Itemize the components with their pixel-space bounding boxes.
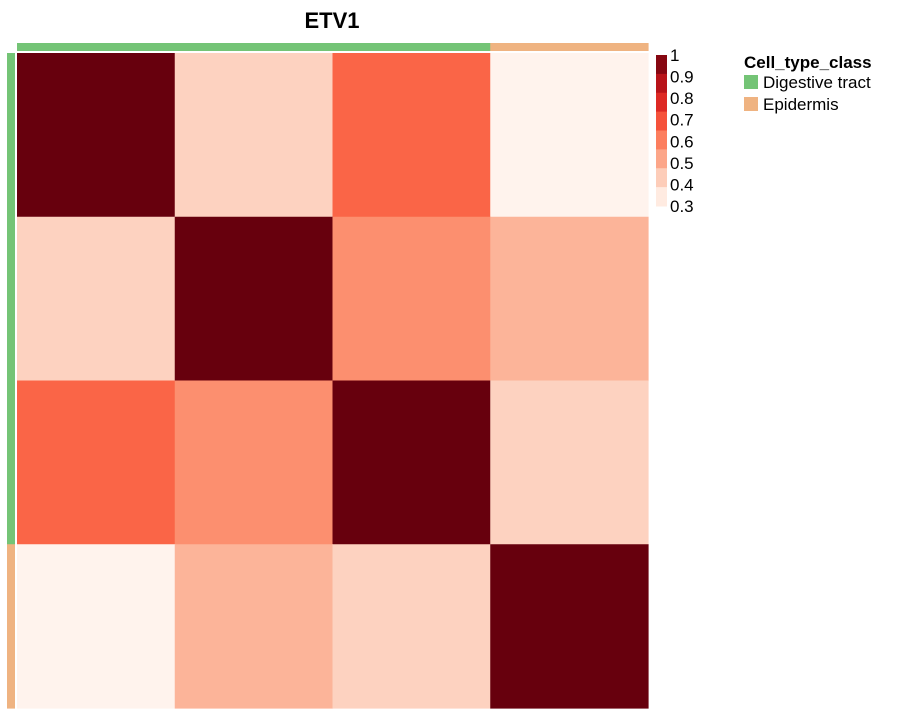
colorbar-tick-labels: 1 0.9 0.8 0.7 0.6 0.5 0.4 0.3 <box>670 46 694 216</box>
heatmap-cells <box>17 53 649 709</box>
heatmap-cell-r1-c4 <box>490 53 649 218</box>
colorbar-tick-label: 0.9 <box>670 68 694 87</box>
colorbar-step-5 <box>656 130 667 150</box>
heatmap-cell-r2-c3 <box>332 216 491 382</box>
colorbar-step-4 <box>656 111 667 132</box>
legend-items: Digestive tract Epidermis <box>744 73 871 114</box>
heatmap-cell-r4-c2 <box>174 544 334 709</box>
heatmap-cell-r2-c1 <box>17 216 176 382</box>
legend-swatch <box>744 97 758 111</box>
colorbar-step-7 <box>656 168 667 188</box>
column-annotation-cell-1 <box>17 43 176 51</box>
colorbar-tick-label: 0.6 <box>670 132 694 151</box>
heatmap-cell-r3-c1 <box>17 380 176 545</box>
heatmap-cell-r1-c2 <box>174 53 334 218</box>
heatmap-cell-r3-c2 <box>174 380 334 545</box>
heatmap-cell-r3-c4 <box>490 380 649 545</box>
heatmap-cell-r2-c2 <box>174 216 334 382</box>
colorbar <box>656 55 667 207</box>
colorbar-tick-label: 0.3 <box>670 197 694 216</box>
heatmap-cell-r4-c3 <box>332 544 491 709</box>
annotation-legend: Cell_type_class Digestive tract Epidermis <box>744 53 872 114</box>
colorbar-step-1 <box>656 55 667 75</box>
colorbar-step-6 <box>656 149 667 169</box>
heatmap-cell-r4-c1 <box>17 544 176 709</box>
legend-swatch <box>744 75 758 89</box>
legend-title: Cell_type_class <box>744 53 872 72</box>
heatmap-cell-r1-c1 <box>17 53 176 218</box>
row-annotation-bar <box>7 53 15 709</box>
row-annotation-cell-4 <box>7 544 15 709</box>
heatmap-cell-r4-c4 <box>490 544 649 709</box>
heatmap-cell-r3-c3 <box>332 380 491 545</box>
column-annotation-cell-4 <box>490 43 649 51</box>
heatmap-cell-r1-c3 <box>332 53 491 218</box>
colorbar-tick-label: 0.5 <box>670 154 694 173</box>
chart-title: ETV1 <box>304 8 359 33</box>
heatmap-cell-r2-c4 <box>490 216 649 382</box>
row-annotation-cell-2 <box>7 216 15 382</box>
column-annotation-cell-3 <box>332 43 491 51</box>
colorbar-tick-label: 0.7 <box>670 111 694 130</box>
colorbar-tick-label: 0.8 <box>670 89 694 108</box>
colorbar-tick-label: 0.4 <box>670 175 694 194</box>
colorbar-tick-label: 1 <box>670 46 679 65</box>
colorbar-step-8 <box>656 187 667 207</box>
colorbar-step-3 <box>656 92 667 113</box>
row-annotation-cell-3 <box>7 380 15 545</box>
row-annotation-cell-1 <box>7 53 15 218</box>
column-annotation-bar <box>17 43 649 51</box>
column-annotation-cell-2 <box>174 43 334 51</box>
legend-label: Epidermis <box>763 95 839 114</box>
legend-label: Digestive tract <box>763 73 871 92</box>
colorbar-step-2 <box>656 73 667 94</box>
